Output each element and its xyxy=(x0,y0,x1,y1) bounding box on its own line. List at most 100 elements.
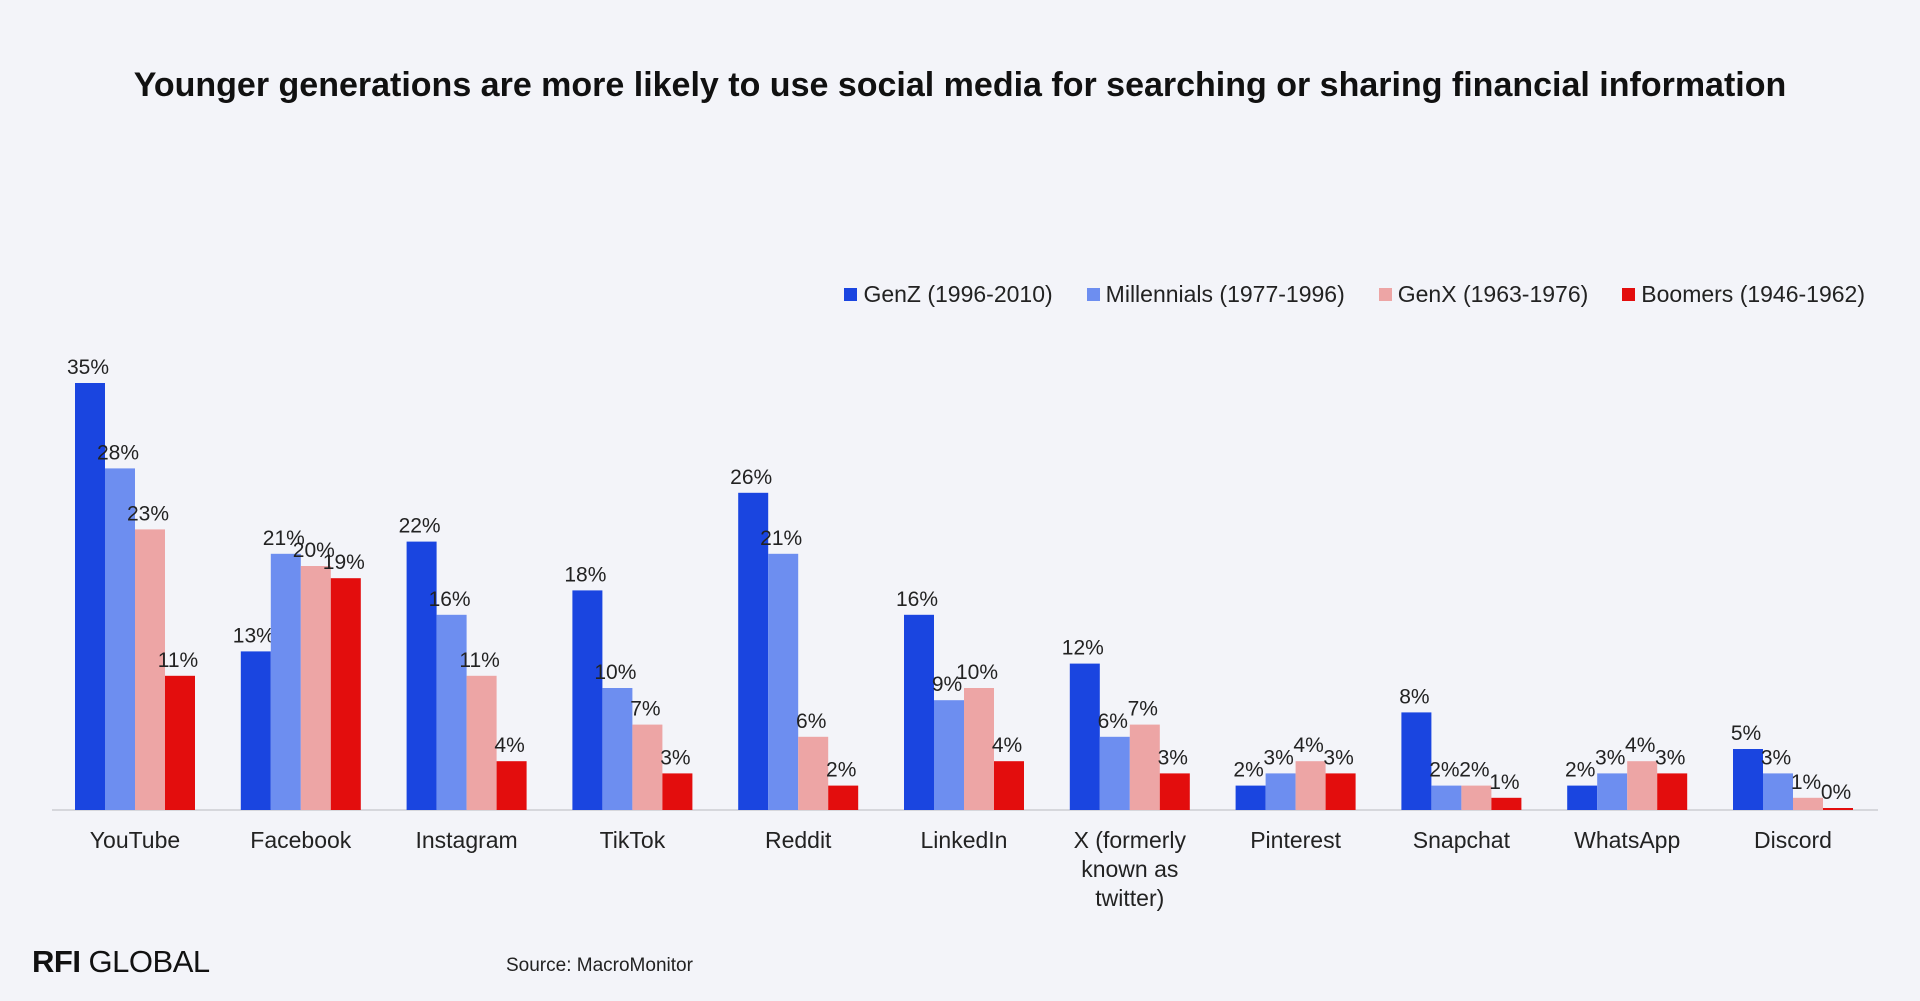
data-label-x-formerly-known-as-twitter-genz: 12% xyxy=(1062,637,1104,660)
data-label-pinterest-genx: 4% xyxy=(1293,734,1323,757)
data-label-discord-millennials: 3% xyxy=(1761,746,1791,769)
legend-item-millennials: Millennials (1977-1996) xyxy=(1086,281,1345,308)
bar-whatsapp-genz xyxy=(1567,785,1598,810)
bar-instagram-genx xyxy=(466,675,497,810)
x-tick-label-line: Snapchat xyxy=(1413,827,1511,853)
data-label-pinterest-genz: 2% xyxy=(1233,759,1263,782)
data-label-x-formerly-known-as-twitter-millennials: 6% xyxy=(1098,710,1128,733)
chart-title: Younger generations are more likely to u… xyxy=(133,66,1787,104)
bar-discord-genz xyxy=(1733,749,1763,810)
x-tick-label-line: twitter) xyxy=(1095,885,1164,911)
x-tick-label-line: LinkedIn xyxy=(921,827,1008,853)
x-tick-label-line: known as xyxy=(1081,856,1178,882)
logo-bold-text: RFI xyxy=(32,944,81,979)
legend-label-boomers: Boomers (1946-1962) xyxy=(1641,281,1865,307)
bar-discord-genx xyxy=(1793,797,1823,810)
x-tick-label-line: X (formerly xyxy=(1074,827,1187,853)
data-label-reddit-genx: 6% xyxy=(796,710,826,733)
bar-snapchat-boomers xyxy=(1491,797,1522,810)
legend: GenZ (1996-2010) Millennials (1977-1996)… xyxy=(844,281,1865,308)
bar-snapchat-genx xyxy=(1461,785,1492,810)
legend-label-genx: GenX (1963-1976) xyxy=(1397,281,1589,307)
bar-tiktok-genx xyxy=(632,724,663,810)
data-label-linkedin-boomers: 4% xyxy=(992,734,1022,757)
bar-discord-millennials xyxy=(1763,773,1793,810)
x-tick-label-reddit: Reddit xyxy=(765,827,832,853)
data-label-whatsapp-genx: 4% xyxy=(1625,734,1655,757)
bar-x-formerly-known-as-twitter-millennials xyxy=(1099,736,1130,810)
x-tick-label-snapchat: Snapchat xyxy=(1413,827,1511,853)
data-label-snapchat-genz: 8% xyxy=(1399,685,1429,708)
data-label-reddit-millennials: 21% xyxy=(760,527,802,550)
legend-item-genx: GenX (1963-1976) xyxy=(1378,281,1589,308)
data-label-facebook-millennials: 21% xyxy=(263,527,305,550)
x-tick-label-line: TikTok xyxy=(600,827,666,853)
x-tick-label-line: WhatsApp xyxy=(1574,827,1680,853)
x-tick-label-line: Discord xyxy=(1754,827,1832,853)
data-label-discord-genx: 1% xyxy=(1791,771,1821,794)
data-label-whatsapp-boomers: 3% xyxy=(1655,746,1685,769)
x-tick-label-x-formerly-known-as-twitter: X (formerly known as twitter) xyxy=(1074,827,1187,911)
bar-linkedin-millennials xyxy=(934,700,964,810)
x-tick-label-line: Facebook xyxy=(250,827,352,853)
bar-facebook-genz xyxy=(240,651,271,810)
bar-reddit-millennials xyxy=(768,553,799,810)
x-tick-label-linkedin: LinkedIn xyxy=(921,827,1008,853)
bar-facebook-millennials xyxy=(270,553,301,810)
data-label-discord-genz: 5% xyxy=(1731,722,1761,745)
data-label-discord-boomers: 0% xyxy=(1821,781,1851,804)
data-label-x-formerly-known-as-twitter-boomers: 3% xyxy=(1158,746,1188,769)
x-tick-label-instagram: Instagram xyxy=(415,827,517,853)
legend-label-millennials: Millennials (1977-1996) xyxy=(1105,281,1345,307)
data-label-instagram-genz: 22% xyxy=(399,515,441,538)
data-label-youtube-millennials: 28% xyxy=(97,441,139,464)
bar-youtube-genx xyxy=(135,529,165,810)
data-label-reddit-boomers: 2% xyxy=(826,759,856,782)
data-label-linkedin-genz: 16% xyxy=(896,588,938,611)
legend-swatch-genx xyxy=(1378,288,1392,301)
x-tick-label-facebook: Facebook xyxy=(250,827,352,853)
bar-x-formerly-known-as-twitter-genz xyxy=(1069,663,1100,810)
data-label-facebook-genz: 13% xyxy=(233,624,275,647)
data-label-youtube-genz: 35% xyxy=(67,356,109,379)
legend-swatch-millennials xyxy=(1086,288,1100,301)
bar-facebook-genx xyxy=(300,566,331,810)
bar-snapchat-millennials xyxy=(1431,785,1462,810)
x-tick-label-line: Instagram xyxy=(415,827,517,853)
bar-reddit-boomers xyxy=(828,785,859,810)
bar-x-formerly-known-as-twitter-boomers xyxy=(1159,773,1190,810)
data-label-linkedin-genx: 10% xyxy=(956,661,998,684)
data-label-facebook-genx: 20% xyxy=(293,539,335,562)
data-label-tiktok-millennials: 10% xyxy=(594,661,636,684)
bar-tiktok-boomers xyxy=(662,773,693,810)
source-note: Source: MacroMonitor xyxy=(506,955,693,976)
bar-linkedin-genx xyxy=(964,688,994,810)
data-label-instagram-millennials: 16% xyxy=(429,588,471,611)
bar-snapchat-genz xyxy=(1401,712,1432,810)
bar-pinterest-genz xyxy=(1235,785,1266,810)
bar-reddit-genz xyxy=(738,492,769,810)
data-label-snapchat-genx: 2% xyxy=(1459,759,1489,782)
bar-whatsapp-genx xyxy=(1627,761,1658,810)
bar-linkedin-boomers xyxy=(994,761,1024,810)
bar-facebook-boomers xyxy=(330,578,361,810)
data-label-youtube-boomers: 11% xyxy=(158,649,198,672)
x-tick-label-youtube: YouTube xyxy=(90,827,180,853)
x-tick-label-pinterest: Pinterest xyxy=(1250,827,1341,853)
x-tick-label-line: Reddit xyxy=(765,827,832,853)
data-label-instagram-boomers: 4% xyxy=(494,734,524,757)
legend-swatch-genz xyxy=(844,288,858,301)
bar-instagram-millennials xyxy=(436,614,467,810)
data-label-instagram-genx: 11% xyxy=(459,649,499,672)
bar-whatsapp-millennials xyxy=(1597,773,1628,810)
x-tick-label-discord: Discord xyxy=(1754,827,1832,853)
bar-youtube-genz xyxy=(75,383,105,810)
bar-x-formerly-known-as-twitter-genx xyxy=(1129,724,1160,810)
data-label-snapchat-boomers: 1% xyxy=(1489,771,1519,794)
data-label-pinterest-boomers: 3% xyxy=(1323,746,1353,769)
data-label-whatsapp-genz: 2% xyxy=(1565,759,1595,782)
bar-discord-boomers xyxy=(1823,808,1853,810)
bar-instagram-boomers xyxy=(496,761,527,810)
legend-label-genz: GenZ (1996-2010) xyxy=(863,281,1053,307)
